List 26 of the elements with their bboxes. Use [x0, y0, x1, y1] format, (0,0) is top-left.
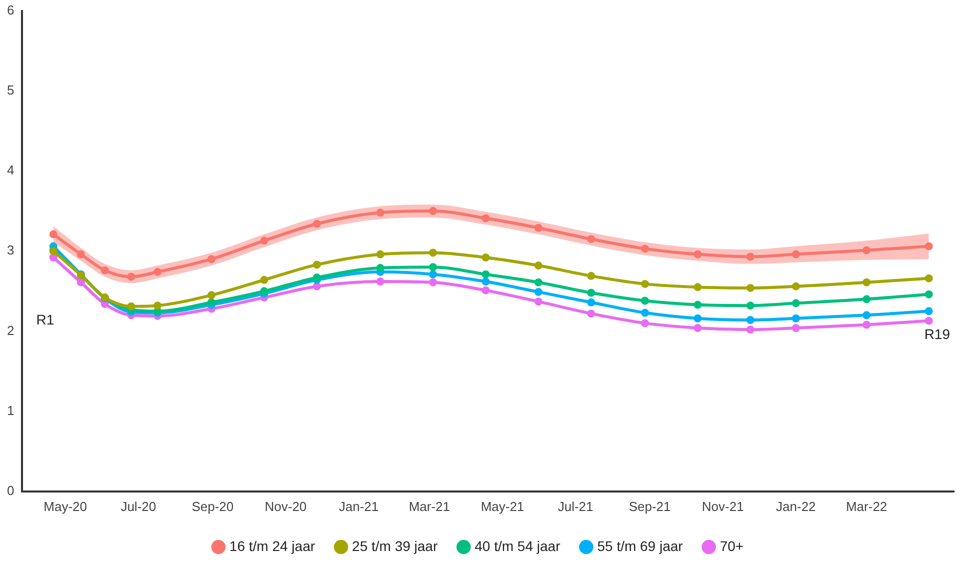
x-tick-label: Mar-21: [408, 498, 450, 514]
x-tick-label: Nov-20: [264, 498, 307, 514]
legend-label: 16 t/m 24 jaar: [229, 538, 316, 554]
x-tick-label: Jan-21: [338, 498, 379, 514]
y-tick-label: 5: [6, 82, 14, 98]
x-tick-label: May-20: [44, 498, 88, 514]
legend-label: 25 t/m 39 jaar: [352, 538, 438, 554]
x-tick-label: Nov-21: [702, 498, 744, 514]
legend-label: 70+: [720, 538, 744, 554]
annotation: R19: [924, 326, 950, 342]
x-tick-label: Sep-21: [628, 498, 671, 514]
y-tick-label: 3: [6, 242, 14, 258]
annotation: R1: [36, 311, 54, 328]
x-tick-label: Jul-20: [120, 498, 156, 514]
y-tick-label: 2: [6, 322, 14, 338]
x-tick-label: Jul-21: [558, 498, 594, 514]
x-tick-label: Mar-22: [846, 498, 888, 514]
x-tick-label: Sep-20: [192, 498, 234, 514]
x-tick-label: May-21: [480, 498, 524, 514]
legend-label: 55 t/m 69 jaar: [597, 538, 684, 554]
y-tick-label: 0: [6, 482, 14, 498]
y-tick-label: 4: [6, 162, 14, 178]
y-tick-label: 1: [6, 402, 14, 418]
x-tick-label: Jan-22: [776, 498, 816, 514]
legend-label: 40 t/m 54 jaar: [474, 538, 561, 554]
y-tick-label: 6: [6, 2, 14, 18]
